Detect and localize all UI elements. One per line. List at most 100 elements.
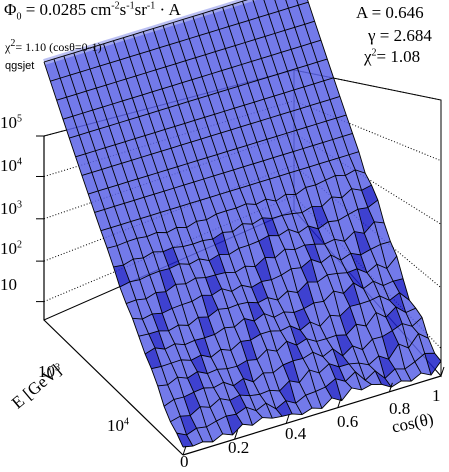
surface-cell (369, 295, 386, 318)
z-tick-10: 10 (0, 275, 17, 294)
surface-cell (180, 203, 197, 228)
surface-cell (241, 285, 258, 303)
surface-cell (75, 153, 92, 176)
surface-cell (271, 52, 288, 75)
surface-cell (199, 258, 216, 278)
surface-cell (62, 116, 80, 139)
surface-cell (178, 325, 195, 345)
surface-cell (259, 390, 276, 409)
surface-cell (283, 360, 300, 383)
surface-cell (219, 398, 237, 417)
surface-gridline-energy (53, 58, 194, 447)
surface-cell (113, 37, 130, 60)
surface-cell (350, 253, 368, 273)
surface-cell (351, 188, 368, 210)
surface-cell (198, 95, 215, 118)
surface-cell (386, 256, 404, 282)
surface-cell (129, 279, 146, 300)
surface-cell (316, 121, 333, 143)
surface-cell (94, 209, 111, 231)
surface-cell (203, 175, 220, 198)
surface-cell (327, 273, 344, 294)
surface-cell (161, 148, 178, 170)
surface-cell (395, 306, 413, 327)
surface-cell (127, 238, 144, 260)
surface-cell (119, 56, 137, 79)
surface-cell (284, 311, 301, 331)
cos-tick-0.6: 0.6 (337, 412, 359, 431)
surface-cell (219, 191, 237, 211)
surface-cell (296, 0, 309, 6)
surface-cell (273, 154, 290, 177)
flux-symbol: Φ (4, 0, 17, 19)
surface-cell (130, 218, 147, 239)
surface-cell (220, 129, 238, 152)
surface-cell (230, 126, 247, 149)
surface-cell (179, 263, 196, 284)
surface-cell (200, 406, 217, 427)
surface-cell (223, 169, 240, 192)
surface-cell (153, 251, 170, 272)
surface-cell (373, 281, 390, 301)
surface-cell (234, 105, 251, 127)
surface-cell (274, 30, 292, 53)
z-gridline-right (293, 132, 442, 225)
surface-cell (304, 244, 321, 263)
surface-cell (175, 283, 192, 305)
surface-gridline-energy (192, 16, 333, 399)
surface-cell (109, 59, 127, 82)
fit-A-label: A = 0.646 (356, 3, 424, 22)
surface-cell (221, 67, 238, 90)
surface-cell (289, 169, 306, 195)
flux-subscript: 0 (16, 11, 22, 23)
surface-cell (322, 348, 340, 367)
fit-chi2-exp: 2 (371, 47, 377, 59)
surface-cell (100, 227, 118, 249)
surface-cell (281, 268, 298, 293)
cos-tick-mark (234, 430, 239, 440)
surface-cell (317, 59, 334, 81)
surface-cell (249, 394, 266, 411)
surface-cell (235, 266, 252, 288)
surface-cell (98, 187, 115, 210)
surface-cell (282, 213, 299, 233)
surface-cell (303, 83, 321, 106)
surface-cell (305, 391, 322, 409)
surface-cell (182, 16, 200, 39)
surface-cell (260, 117, 277, 140)
surface-cell (111, 163, 128, 185)
surface-cell (402, 323, 419, 348)
surface-cell (348, 363, 366, 381)
surface-cell (123, 34, 140, 57)
surface-cell (188, 98, 205, 121)
surface-cell (339, 363, 356, 382)
surface-cell (132, 94, 149, 117)
flux-normalization: Φ0 = 0.0285 cm-2s-1sr-1 · A (4, 0, 181, 22)
flux-s: s (119, 0, 127, 19)
surface-cell (235, 42, 252, 65)
surface-cell (304, 21, 321, 44)
surface-gridline-energy (202, 13, 343, 401)
surface-cell (284, 27, 302, 50)
surface-cell (300, 105, 317, 128)
surface-cell (382, 330, 399, 360)
surface-cell (210, 194, 227, 215)
surface-cell (150, 212, 167, 233)
surface-cell (385, 306, 403, 331)
surface-cell (123, 259, 140, 282)
surface-cell (149, 47, 166, 70)
surface-cell (311, 40, 328, 63)
surface-cell (352, 345, 369, 365)
surface-cell (285, 0, 299, 9)
surface-cell (256, 349, 274, 373)
surface-cell (332, 348, 349, 367)
surface-gridline-energy (296, 0, 432, 376)
surface-cell (209, 29, 226, 52)
surface-cell (199, 32, 216, 55)
surface-cell (192, 240, 210, 261)
surface-cell (191, 355, 208, 374)
surface-cell (50, 78, 67, 101)
surface-cell (270, 114, 287, 137)
surface-cell (207, 154, 224, 176)
surface-cell (299, 369, 316, 396)
